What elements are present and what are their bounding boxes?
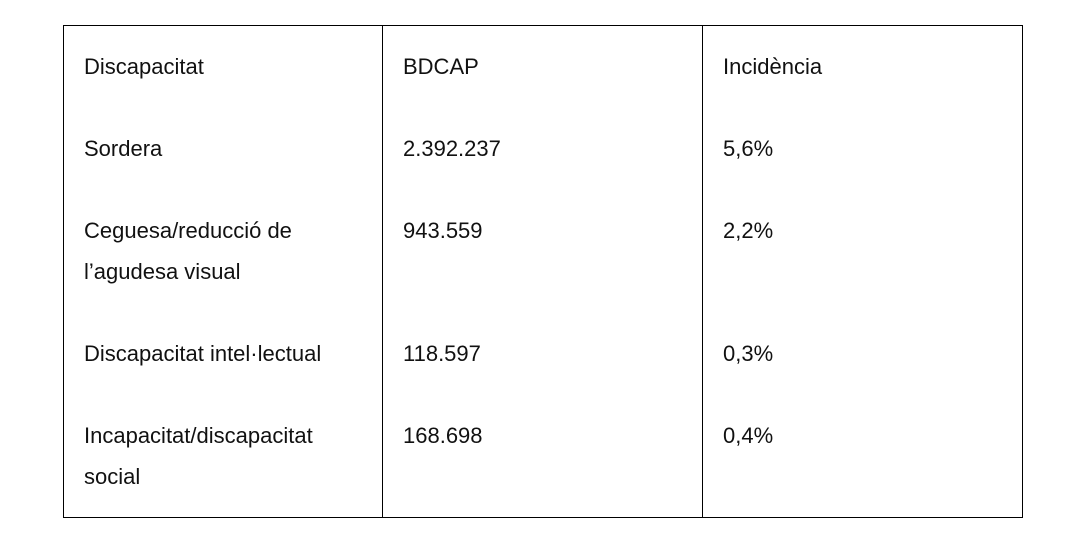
row-discapacitat-line2: l’agudesa visual	[84, 259, 241, 284]
row-discapacitat: Sordera	[84, 136, 163, 161]
row-discapacitat-line1: Ceguesa/reducció de	[84, 218, 292, 243]
row-incidencia: 0,4%	[723, 423, 774, 448]
table-cell: 0,4%	[702, 415, 1023, 518]
table-cell: 2.392.237	[382, 128, 703, 210]
row-incidencia: 0,3%	[723, 341, 774, 366]
table-row: Incapacitat/discapacitat social 168.698 …	[63, 415, 1023, 518]
header-incidencia: Incidència	[723, 54, 823, 79]
row-bdcap: 118.597	[403, 341, 481, 366]
table-cell: Sordera	[63, 128, 383, 210]
table-header-row: Discapacitat BDCAP Incidència	[63, 25, 1023, 128]
table-row: Discapacitat intel·lectual 118.597 0,3%	[63, 333, 1023, 415]
row-discapacitat-line2: social	[84, 464, 141, 489]
table-cell: Discapacitat intel·lectual	[63, 333, 383, 415]
table-cell: 5,6%	[702, 128, 1023, 210]
table-cell: Incapacitat/discapacitat social	[63, 415, 383, 518]
disability-table: Discapacitat BDCAP Incidència Sordera 2.…	[63, 25, 1023, 518]
table-row: Sordera 2.392.237 5,6%	[63, 128, 1023, 210]
row-bdcap: 2.392.237	[403, 136, 501, 161]
header-cell: BDCAP	[382, 25, 703, 128]
row-bdcap: 168.698	[403, 423, 483, 448]
header-bdcap: BDCAP	[403, 54, 479, 79]
table-cell: 118.597	[382, 333, 703, 415]
table-cell: Ceguesa/reducció de l’agudesa visual	[63, 210, 383, 333]
table-row: Ceguesa/reducció de l’agudesa visual 943…	[63, 210, 1023, 333]
row-bdcap: 943.559	[403, 218, 483, 243]
row-incidencia: 5,6%	[723, 136, 774, 161]
header-cell: Discapacitat	[63, 25, 383, 128]
header-discapacitat: Discapacitat	[84, 54, 204, 79]
table-cell: 2,2%	[702, 210, 1023, 333]
row-discapacitat: Discapacitat intel·lectual	[84, 341, 322, 366]
row-incidencia: 2,2%	[723, 218, 774, 243]
table-cell: 168.698	[382, 415, 703, 518]
row-discapacitat-line1: Incapacitat/discapacitat	[84, 423, 313, 448]
table-cell: 943.559	[382, 210, 703, 333]
header-cell: Incidència	[702, 25, 1023, 128]
table-cell: 0,3%	[702, 333, 1023, 415]
